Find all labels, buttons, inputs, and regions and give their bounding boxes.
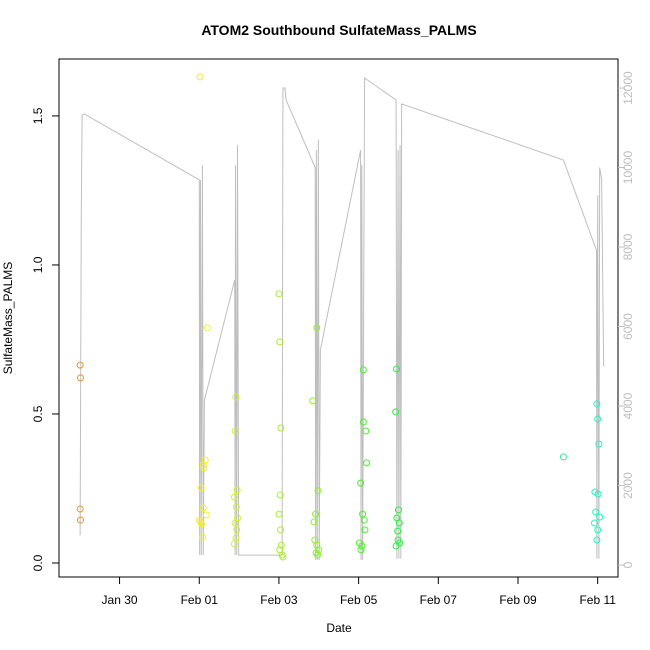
data-point [596,513,604,521]
data-point [195,516,203,524]
x-tick-label: Feb 03 [260,593,298,607]
data-point [594,490,602,498]
data-point [395,519,403,527]
data-point [590,519,598,527]
data-point [363,459,371,467]
data-point [593,400,601,408]
data-point [275,510,283,518]
y2-tick-label: 10000 [621,151,635,185]
y2-tick-label: 4000 [621,392,635,419]
data-point [357,546,365,554]
y2-tick-label: 8000 [621,233,635,260]
data-point [276,491,284,499]
y-tick-label: 0.0 [31,554,45,571]
x-tick-label: Feb 09 [499,593,537,607]
data-point [76,505,84,513]
data-point [276,338,284,346]
data-point [593,536,601,544]
y2-tick-label: 0 [621,561,635,568]
data-point [359,366,367,374]
data-point [392,408,400,416]
data-point [279,553,287,561]
data-point [392,365,400,373]
data-point [200,464,208,472]
y-tick-label: 1.5 [31,107,45,124]
data-point [199,504,207,512]
data-point [357,479,365,487]
x-tick-label: Feb 05 [340,593,378,607]
x-tick-label: Jan 30 [102,593,138,607]
data-point [275,290,283,298]
data-point [197,484,205,492]
data-point [313,324,321,332]
data-point [594,415,602,423]
data-point [595,440,603,448]
data-point [277,541,285,549]
data-point [394,527,402,535]
data-point [231,519,239,527]
data-point [360,516,368,524]
data-point [358,542,366,550]
data-point [312,549,320,557]
data-point [199,461,207,469]
plot-frame [58,58,619,578]
y-tick-label: 0.5 [31,405,45,422]
x-tick-label: Feb 01 [181,593,219,607]
data-point [231,427,239,435]
data-point [198,533,206,541]
data-point [203,324,211,332]
data-point [202,511,210,519]
data-point [198,520,206,528]
chart-title: ATOM2 Southbound SulfateMass_PALMS [201,22,476,38]
data-point [392,542,400,550]
y-axis-label: SulfateMass_PALMS [1,262,15,375]
data-point [76,361,84,369]
y-tick-label: 1.0 [31,256,45,273]
data-point [361,526,369,534]
data-point [77,516,85,524]
data-point [196,73,204,81]
data-point [233,526,241,534]
data-point [394,506,402,514]
altitude-line [79,77,605,560]
data-point [232,393,240,401]
data-point [230,540,238,548]
data-point [592,508,600,516]
data-point [362,427,370,435]
data-point [359,418,367,426]
data-point [594,526,602,534]
data-point [314,551,322,559]
x-axis-label: Date [326,621,352,635]
data-point [277,526,285,534]
y2-tick-label: 2000 [621,472,635,499]
data-point [232,503,240,511]
data-point [312,510,320,518]
y2-tick-label: 6000 [621,313,635,340]
data-point [314,487,322,495]
data-point [310,518,318,526]
data-point [77,374,85,382]
data-point [230,493,238,501]
data-point [309,397,317,405]
data-point [559,453,567,461]
data-point [233,486,241,494]
x-tick-label: Feb 11 [579,593,616,607]
data-point [277,424,285,432]
x-tick-label: Feb 07 [420,593,458,607]
y2-tick-label: 12000 [621,71,635,105]
